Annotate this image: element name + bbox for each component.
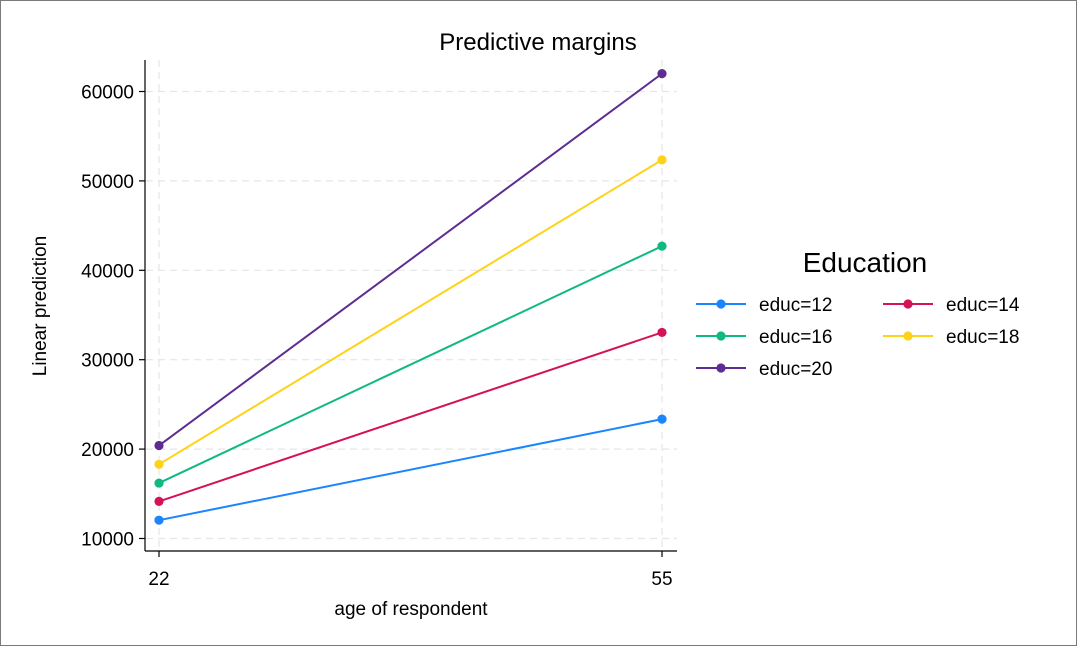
legend-item-educ-14: educ=14: [883, 295, 1020, 316]
legend-label: educ=18: [946, 327, 1019, 348]
data-point-educ-16: [657, 241, 667, 251]
data-point-educ-12: [154, 515, 164, 525]
data-point-educ-14: [657, 327, 667, 338]
legend-label: educ=12: [759, 295, 832, 316]
legend-swatch-marker: [903, 299, 913, 309]
data-point-educ-20: [154, 440, 164, 451]
legend-swatch-marker: [716, 299, 726, 309]
series-line-educ-18: [158, 159, 663, 466]
series-line-educ-14: [158, 331, 663, 503]
chart-title: Predictive margins: [439, 29, 636, 56]
legend-title: Education: [803, 247, 928, 278]
x-tick-label: 55: [651, 569, 672, 590]
y-tick-label: 40000: [81, 261, 134, 282]
data-point-educ-14: [154, 496, 164, 506]
y-tick-label: 20000: [81, 440, 134, 461]
legend-item-educ-12: educ=12: [696, 295, 832, 316]
y-tick-label: 50000: [81, 172, 134, 193]
y-tick-label: 10000: [81, 530, 134, 551]
legend-swatch-marker: [716, 363, 726, 373]
data-point-educ-12: [657, 414, 667, 424]
legend-label: educ=16: [759, 327, 832, 348]
legend-item-educ-18: educ=18: [883, 327, 1019, 348]
legend-swatch-marker: [716, 331, 726, 341]
series-line-educ-12: [158, 418, 663, 522]
data-point-educ-18: [154, 459, 164, 469]
series-line-educ-20: [158, 72, 663, 447]
legend-item-educ-20: educ=20: [696, 359, 832, 380]
series-layer: [154, 69, 667, 525]
grid-lines: [146, 60, 677, 551]
legend-label: educ=14: [946, 295, 1020, 316]
legend-swatch-marker: [903, 331, 913, 341]
data-point-educ-18: [657, 155, 667, 165]
legend-label: educ=20: [759, 359, 832, 380]
data-point-educ-20: [657, 69, 667, 79]
legend: educ=12 educ=14 educ=16 educ=18 educ=20: [696, 295, 1020, 380]
y-tick-label: 60000: [81, 83, 134, 104]
data-point-educ-16: [154, 478, 164, 488]
legend-item-educ-16: educ=16: [696, 327, 832, 348]
y-tick-label: 30000: [81, 351, 134, 372]
series-line-educ-16: [158, 245, 663, 484]
x-axis-label: age of respondent: [334, 599, 488, 620]
y-axis-label: Linear prediction: [30, 236, 51, 376]
axes: 10000 20000 30000 40000 50000 60000 22 55: [81, 60, 677, 590]
x-tick-label: 22: [148, 569, 169, 590]
